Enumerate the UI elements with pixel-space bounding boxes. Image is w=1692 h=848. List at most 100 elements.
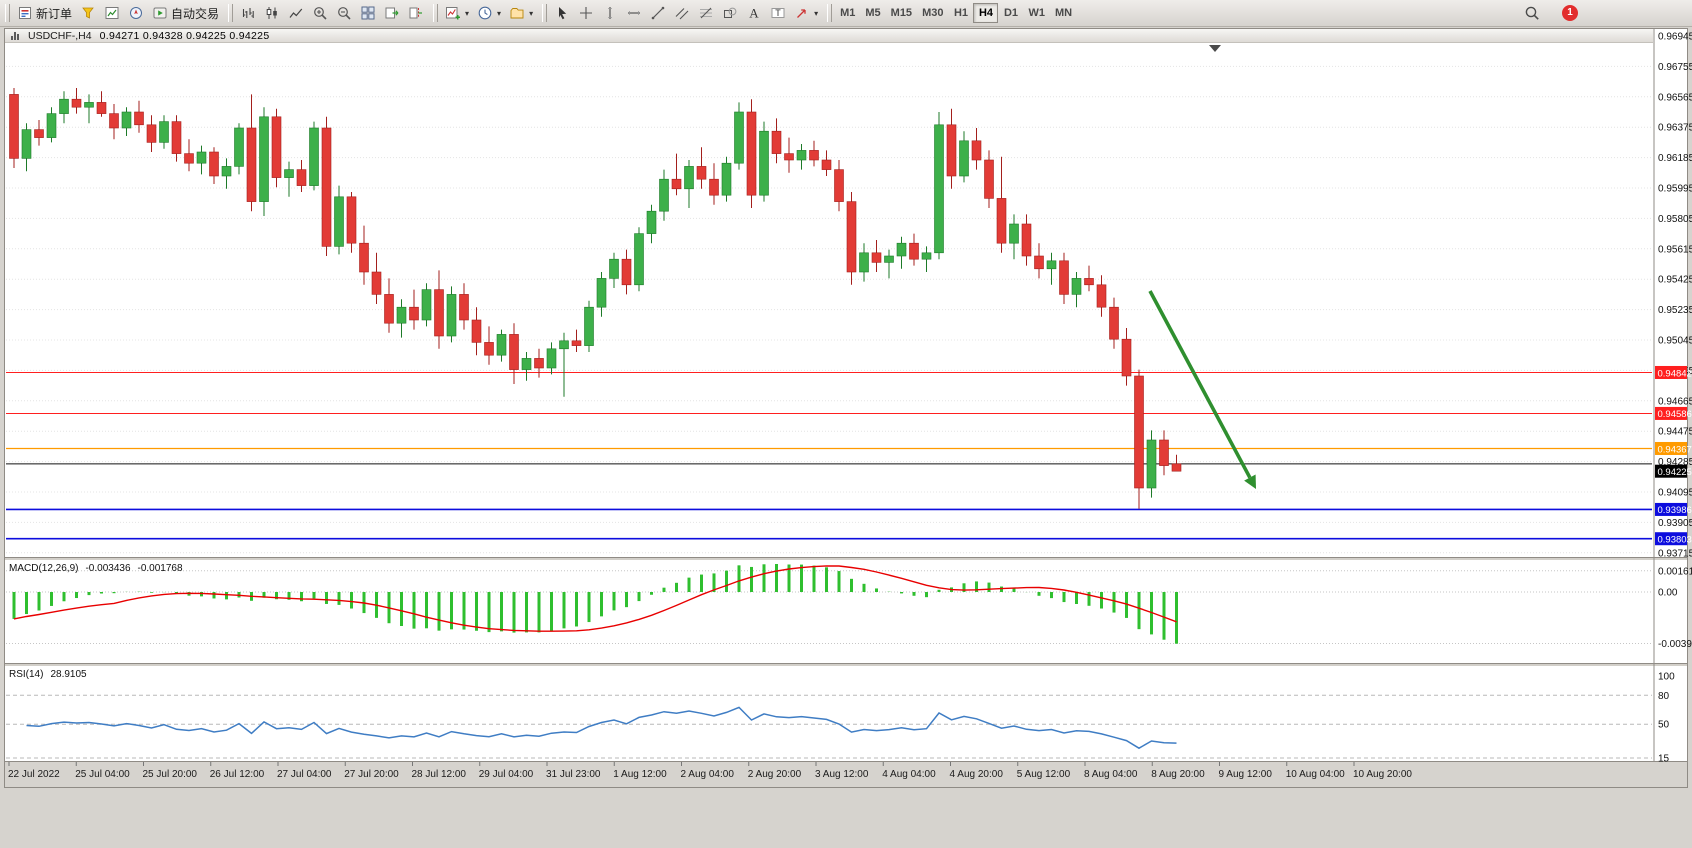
trendline-icon (650, 5, 666, 21)
timeframe-w1-button[interactable]: W1 (1023, 3, 1050, 23)
toolbar-group-insert: ▾ ▾ ▾ (430, 0, 539, 26)
horizontal-line-button[interactable] (622, 2, 646, 24)
candlestick-icon (264, 5, 280, 21)
chevron-down-icon: ▾ (497, 8, 502, 18)
button-label: H1 (953, 7, 968, 19)
fibonacci-icon (698, 5, 714, 21)
cursor-button[interactable] (550, 2, 574, 24)
cursor-icon (554, 5, 570, 21)
notification-badge[interactable]: 1 (1562, 5, 1578, 21)
timeframe-h4-button[interactable]: H4 (973, 3, 999, 23)
text-label-button[interactable]: T (766, 2, 790, 24)
timeframe-d1-button[interactable]: D1 (998, 3, 1023, 23)
toolbar-grip (228, 4, 234, 22)
zoom-out-button[interactable] (332, 2, 356, 24)
rsi-name: RSI(14) (9, 669, 44, 680)
macd-indicator-label: MACD(12,26,9) -0.003436 -0.001768 (9, 563, 183, 574)
fibonacci-button[interactable] (694, 2, 718, 24)
navigator-icon (128, 5, 144, 21)
button-label: MN (1054, 7, 1073, 19)
toolbar-grip (542, 4, 548, 22)
timeframe-m5-button[interactable]: M5 (860, 3, 885, 23)
text-icon: A (746, 5, 762, 21)
arrows-button[interactable]: ▾ (790, 2, 822, 24)
vertical-line-icon (602, 5, 618, 21)
toolbar-grip (433, 4, 439, 22)
autotrading-button[interactable]: 自动交易 (148, 2, 223, 24)
tile-windows-button[interactable] (356, 2, 380, 24)
chart-titlebar[interactable]: USDCHF-,H4 0.94271 0.94328 0.94225 0.942… (5, 29, 1653, 43)
text-button[interactable]: A (742, 2, 766, 24)
button-label: M15 (890, 7, 913, 19)
crosshair-button[interactable] (574, 2, 598, 24)
zoom-out-icon (336, 5, 352, 21)
shapes-button[interactable] (718, 2, 742, 24)
rsi-value: 28.9105 (50, 669, 87, 680)
button-label: H4 (978, 7, 993, 19)
market-watch-button[interactable] (100, 2, 124, 24)
candlestick-chart-button[interactable] (260, 2, 284, 24)
button-label: M1 (840, 7, 856, 19)
button-label: 自动交易 (171, 6, 220, 21)
toolbar-group-chart-type (225, 0, 430, 26)
macd-main-value: -0.003436 (85, 563, 131, 574)
chart-shift-icon (408, 5, 424, 21)
timeframe-m30-button[interactable]: M30 (917, 3, 948, 23)
shapes-icon (722, 5, 738, 21)
button-label: M5 (865, 7, 881, 19)
templates-button[interactable]: ▾ (505, 2, 537, 24)
toolbar-grip (827, 4, 833, 22)
auto-scroll-button[interactable] (380, 2, 404, 24)
button-label: 新订单 (36, 6, 73, 21)
timeframe-h1-button[interactable]: H1 (948, 3, 973, 23)
timeframe-mn-button[interactable]: MN (1050, 3, 1077, 23)
toolbar-group-standard: 新订单 自动交易 (2, 0, 225, 26)
timeframe-m1-button[interactable]: M1 (835, 3, 860, 23)
metaeditor-icon (80, 5, 96, 21)
vertical-line-button[interactable] (598, 2, 622, 24)
toolbar-grip (5, 4, 10, 22)
channel-button[interactable] (670, 2, 694, 24)
tile-windows-icon (360, 5, 376, 21)
autotrading-icon (152, 5, 168, 21)
search-button[interactable] (1520, 2, 1544, 24)
svg-text:A: A (749, 6, 759, 21)
chevron-down-icon: ▾ (814, 8, 819, 18)
templates-icon (509, 5, 525, 21)
auto-scroll-icon (384, 5, 400, 21)
macd-signal-value: -0.001768 (137, 563, 183, 574)
metaeditor-button[interactable] (76, 2, 100, 24)
toolbar-right: 1 (1520, 2, 1578, 24)
text-label-icon: T (770, 5, 786, 21)
rsi-indicator-label: RSI(14) 28.9105 (9, 669, 87, 680)
chart-shift-button[interactable] (404, 2, 428, 24)
toolbar-groups: 新订单 自动交易 ▾ ▾ ▾ A T ▾ M1 M5 M15 M30 H1 H4 D1 W1 MN (2, 0, 1079, 26)
line-chart-button[interactable] (284, 2, 308, 24)
toolbar-group-timeframes: M1 M5 M15 M30 H1 H4 D1 W1 MN (824, 0, 1079, 26)
crosshair-icon (578, 5, 594, 21)
channel-icon (674, 5, 690, 21)
arrow-tools-icon (794, 5, 810, 21)
macd-name: MACD(12,26,9) (9, 563, 79, 574)
trendline-button[interactable] (646, 2, 670, 24)
bar-chart-icon (240, 5, 256, 21)
button-label: W1 (1028, 7, 1045, 19)
periods-button[interactable]: ▾ (473, 2, 505, 24)
chart-ohlc-values: 0.94271 0.94328 0.94225 0.94225 (99, 29, 270, 42)
market-watch-icon (104, 5, 120, 21)
new-order-icon (17, 5, 33, 21)
navigator-button[interactable] (124, 2, 148, 24)
indicators-button[interactable]: ▾ (441, 2, 473, 24)
bar-chart-button[interactable] (236, 2, 260, 24)
svg-text:T: T (775, 8, 781, 18)
new-order-button[interactable]: 新订单 (13, 2, 76, 24)
zoom-in-button[interactable] (308, 2, 332, 24)
search-icon (1524, 5, 1540, 21)
toolbar-group-line-studies: A T ▾ (539, 0, 824, 26)
horizontal-line-icon (626, 5, 642, 21)
timeframe-m15-button[interactable]: M15 (886, 3, 917, 23)
chart-title: USDCHF-,H4 (28, 29, 92, 42)
chevron-down-icon: ▾ (529, 8, 534, 18)
chart-window-icon (10, 31, 20, 41)
button-label: M30 (922, 7, 944, 19)
